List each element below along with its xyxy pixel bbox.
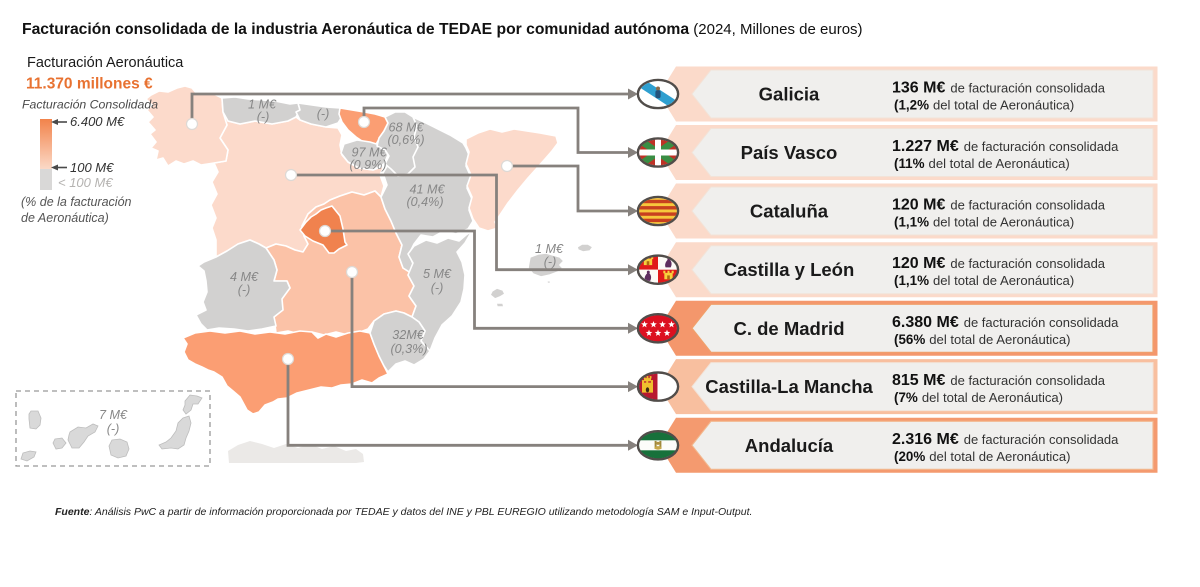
svg-text:Castilla y León: Castilla y León <box>724 259 855 280</box>
svg-text:815 M€de facturación consolida: 815 M€ de facturación consolidada <box>892 372 1106 389</box>
svg-text:Facturación Aeronáutica: Facturación Aeronáutica <box>27 55 184 71</box>
svg-text:Facturación consolidada de la: Facturación consolidada de la industria … <box>22 21 863 38</box>
svg-text:C. de Madrid: C. de Madrid <box>733 318 844 339</box>
svg-text:1 M€: 1 M€ <box>535 242 564 256</box>
svg-text:120 M€de facturación consolida: 120 M€ de facturación consolidada <box>892 197 1106 214</box>
svg-text:41 M€: 41 M€ <box>409 183 445 197</box>
svg-text:(-): (-) <box>257 110 270 124</box>
svg-text:11.370 millones €: 11.370 millones € <box>26 76 153 93</box>
svg-text:País Vasco: País Vasco <box>741 142 838 163</box>
svg-text:32M€: 32M€ <box>392 328 424 342</box>
svg-text:4 M€: 4 M€ <box>230 270 259 284</box>
svg-text:2.316 M€de facturación consoli: 2.316 M€ de facturación consolidada <box>892 431 1119 448</box>
svg-text:(20%del total de Aeronáutica): (20% del total de Aeronáutica) <box>894 449 1070 464</box>
svg-text:Cataluña: Cataluña <box>750 201 829 222</box>
svg-text:1 M€: 1 M€ <box>248 98 277 112</box>
svg-text:6.380 M€de facturación consoli: 6.380 M€ de facturación consolidada <box>892 314 1119 331</box>
svg-text:Andalucía: Andalucía <box>745 435 834 456</box>
svg-text:Castilla-La Mancha: Castilla-La Mancha <box>705 376 873 397</box>
svg-text:(1,1%del total de Aeronáutica): (1,1% del total de Aeronáutica) <box>894 273 1074 288</box>
svg-text:100 M€: 100 M€ <box>70 160 114 175</box>
svg-text:(56%del total de Aeronáutica): (56% del total de Aeronáutica) <box>894 332 1070 347</box>
svg-text:de Aeronáutica): de Aeronáutica) <box>21 211 109 225</box>
svg-text:Facturación Consolidada: Facturación Consolidada <box>22 98 158 112</box>
svg-text:97 M€: 97 M€ <box>351 146 387 160</box>
svg-text:(-): (-) <box>431 281 444 295</box>
svg-text:(% de la facturación: (% de la facturación <box>21 195 132 209</box>
svg-text:< 100 M€: < 100 M€ <box>58 175 113 190</box>
svg-text:6.400 M€: 6.400 M€ <box>70 114 125 129</box>
svg-text:Fuente: Análisis PwC a partir: Fuente: Análisis PwC a partir de informa… <box>55 506 752 518</box>
svg-text:(1,2%del total de Aeronáutica): (1,2% del total de Aeronáutica) <box>894 98 1074 113</box>
svg-text:(0,9%): (0,9%) <box>349 158 386 172</box>
svg-text:(-): (-) <box>317 107 330 121</box>
svg-text:(0,4%): (0,4%) <box>406 195 443 209</box>
svg-text:(11%del total de Aeronáutica): (11% del total de Aeronáutica) <box>894 156 1070 171</box>
svg-text:(-): (-) <box>107 422 120 436</box>
svg-text:120 M€de facturación consolida: 120 M€ de facturación consolidada <box>892 255 1106 272</box>
svg-text:(0,3%): (0,3%) <box>390 342 427 356</box>
svg-text:(0,6%): (0,6%) <box>387 133 424 147</box>
svg-text:Galicia: Galicia <box>759 84 820 105</box>
svg-text:(1,1%del total de Aeronáutica): (1,1% del total de Aeronáutica) <box>894 215 1074 230</box>
svg-text:1.227 M€de facturación consoli: 1.227 M€ de facturación consolidada <box>892 138 1119 155</box>
svg-text:(7%del total de Aeronáutica): (7% del total de Aeronáutica) <box>894 390 1063 405</box>
svg-text:7 M€: 7 M€ <box>99 408 128 422</box>
svg-text:5 M€: 5 M€ <box>423 267 452 281</box>
svg-text:(-): (-) <box>238 283 251 297</box>
svg-text:(-): (-) <box>544 255 557 269</box>
svg-text:68 M€: 68 M€ <box>388 121 424 135</box>
svg-text:136 M€de facturación consolida: 136 M€ de facturación consolidada <box>892 80 1106 97</box>
